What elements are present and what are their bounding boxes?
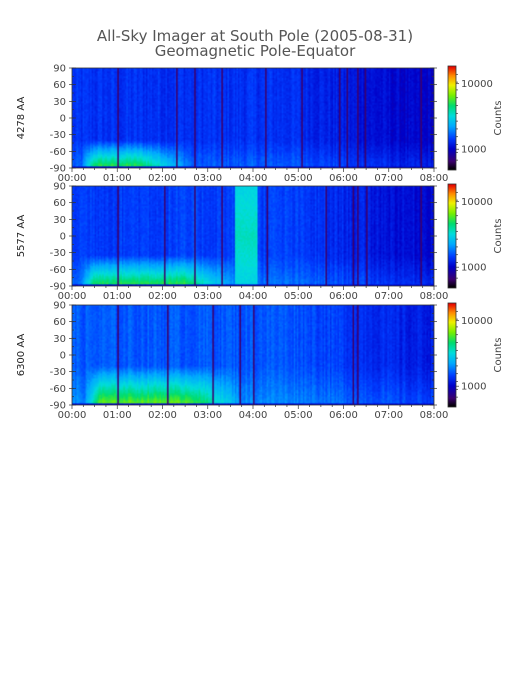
x-tick-label: 03:00	[193, 410, 222, 421]
y-axis-label: 6300 AA	[16, 334, 27, 377]
x-tick-label: 08:00	[420, 173, 449, 184]
colorbar-frame	[447, 65, 457, 171]
x-tick-label: 06:00	[329, 291, 358, 302]
x-tick-label: 05:00	[284, 410, 313, 421]
x-tick-label: 03:00	[193, 291, 222, 302]
x-tick-label: 01:00	[103, 291, 132, 302]
y-tick-label: -30	[50, 367, 66, 378]
y-tick-label: 30	[53, 97, 66, 108]
colorbar-frame	[447, 183, 457, 289]
x-tick-label: 06:00	[329, 173, 358, 184]
colorbar	[448, 303, 456, 407]
y-tick-label: -60	[50, 265, 66, 276]
y-tick-label: 0	[60, 351, 66, 362]
colorbar-tick-label: 10000	[461, 79, 493, 90]
heatmap-raster	[72, 68, 434, 168]
x-tick-label: 08:00	[420, 410, 449, 421]
y-tick-label: 90	[53, 64, 66, 75]
x-tick-label: 02:00	[148, 173, 177, 184]
y-tick-label: -90	[50, 282, 66, 293]
y-tick-label: -90	[50, 164, 66, 175]
x-tick-label: 07:00	[374, 410, 403, 421]
y-tick-label: 60	[53, 198, 66, 209]
x-tick-label: 06:00	[329, 410, 358, 421]
y-tick-label: 0	[60, 232, 66, 243]
heatmap-raster	[72, 305, 434, 405]
colorbar-label: Counts	[493, 101, 504, 136]
colorbar-tick-label: 10000	[461, 197, 493, 208]
x-tick-label: 08:00	[420, 291, 449, 302]
y-tick-label: 60	[53, 317, 66, 328]
x-tick-label: 07:00	[374, 291, 403, 302]
x-tick-label: 01:00	[103, 173, 132, 184]
y-tick-label: 30	[53, 215, 66, 226]
figure-subtitle: Geomagnetic Pole-Equator	[155, 42, 356, 60]
y-tick-label: 30	[53, 334, 66, 345]
x-tick-label: 04:00	[239, 173, 268, 184]
x-tick-label: 01:00	[103, 410, 132, 421]
colorbar-label: Counts	[493, 219, 504, 254]
y-tick-label: -30	[50, 248, 66, 259]
x-tick-label: 05:00	[284, 173, 313, 184]
x-tick-label: 00:00	[58, 291, 87, 302]
y-axis-label: 5577 AA	[16, 215, 27, 258]
y-tick-label: 90	[53, 182, 66, 193]
y-tick-label: 0	[60, 114, 66, 125]
x-tick-label: 02:00	[148, 410, 177, 421]
x-tick-label: 00:00	[58, 410, 87, 421]
y-tick-label: -60	[50, 147, 66, 158]
colorbar-tick-label: 1000	[461, 145, 486, 156]
x-tick-label: 03:00	[193, 173, 222, 184]
figure-title: All-Sky Imager at South Pole (2005-08-31…	[97, 27, 413, 45]
y-tick-label: -90	[50, 401, 66, 412]
colorbar	[448, 184, 456, 288]
x-tick-label: 02:00	[148, 291, 177, 302]
x-tick-label: 04:00	[239, 410, 268, 421]
colorbar-tick-label: 1000	[461, 382, 486, 393]
x-tick-label: 04:00	[239, 291, 268, 302]
heatmap-raster	[72, 186, 434, 286]
y-tick-label: -60	[50, 384, 66, 395]
colorbar	[448, 66, 456, 170]
colorbar-tick-label: 1000	[461, 263, 486, 274]
y-axis-label: 4278 AA	[16, 97, 27, 140]
colorbar-frame	[447, 302, 457, 408]
colorbar-label: Counts	[493, 338, 504, 373]
x-tick-label: 00:00	[58, 173, 87, 184]
y-tick-label: 60	[53, 80, 66, 91]
y-tick-label: 90	[53, 301, 66, 312]
colorbar-tick-label: 10000	[461, 316, 493, 327]
x-tick-label: 05:00	[284, 291, 313, 302]
x-tick-label: 07:00	[374, 173, 403, 184]
y-tick-label: -30	[50, 130, 66, 141]
